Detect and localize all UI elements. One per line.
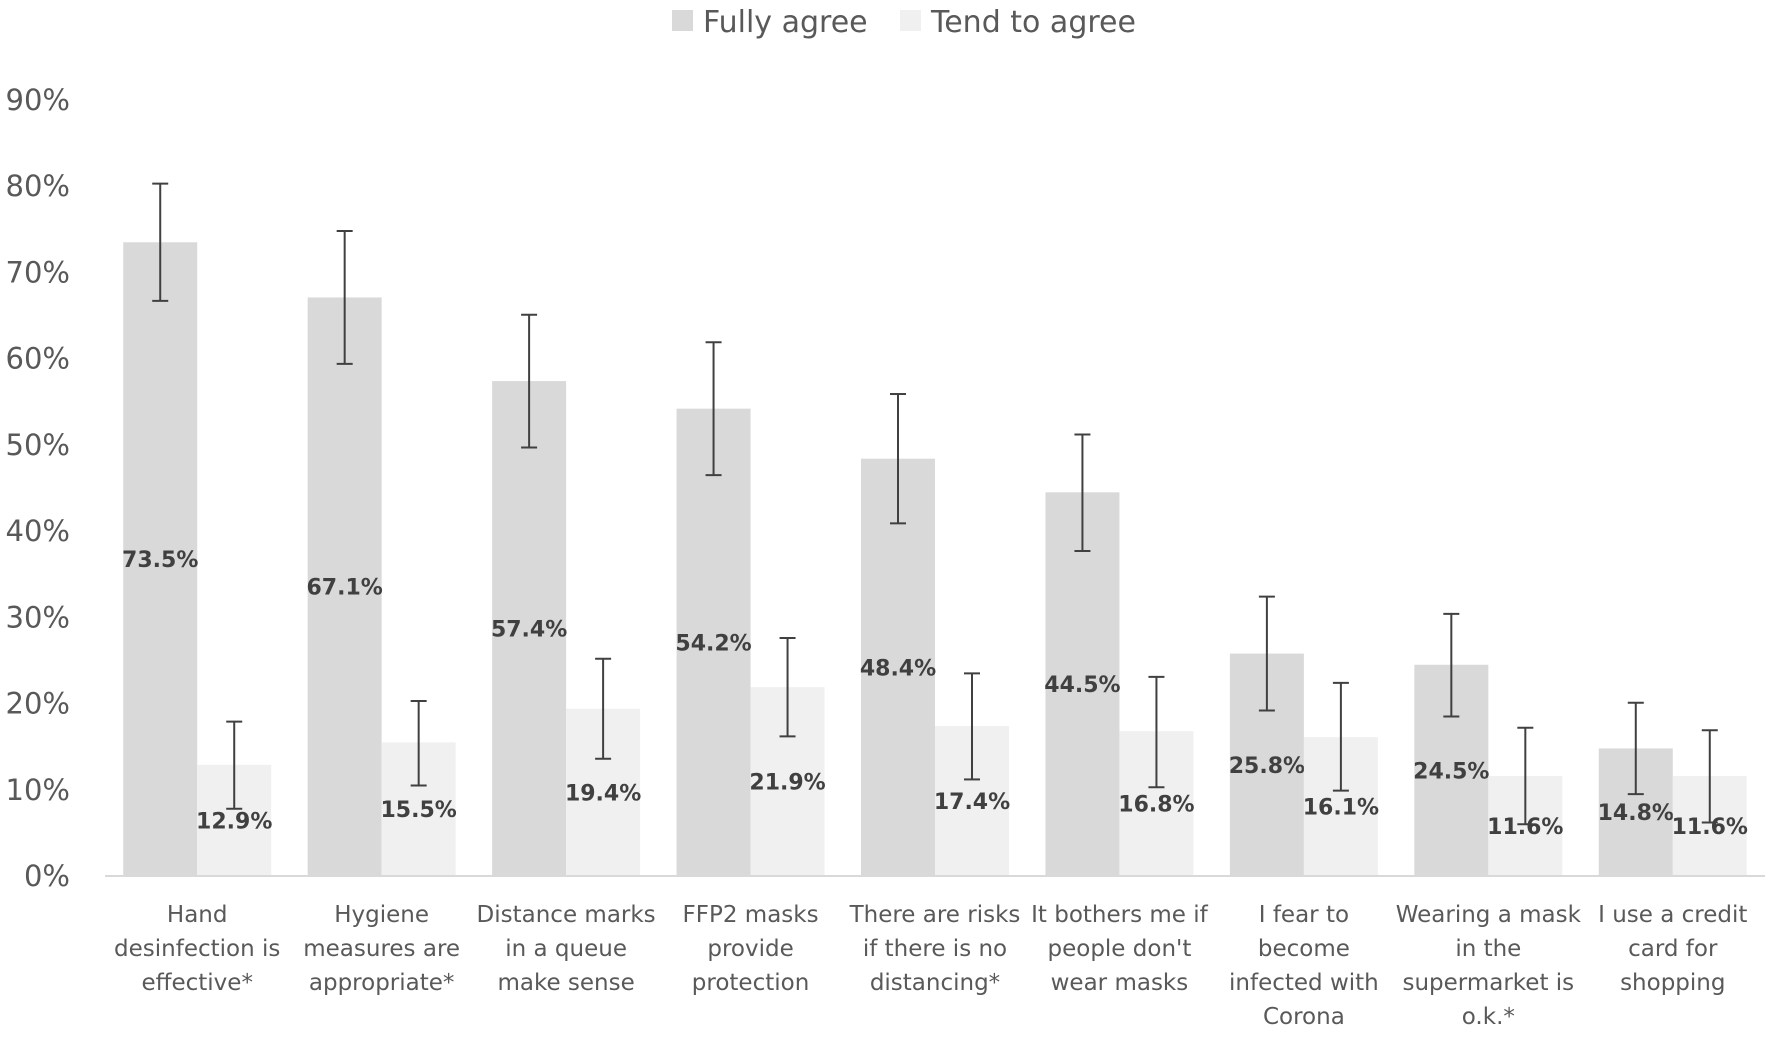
x-category-label-line: provide xyxy=(707,936,793,962)
y-tick-label: 10% xyxy=(6,773,70,807)
x-category-label: Hygiene measures are appropriate* xyxy=(303,902,460,996)
x-category-label-line: shopping xyxy=(1620,970,1725,996)
data-label: 57.4% xyxy=(491,618,567,643)
data-label: 16.1% xyxy=(1303,796,1379,821)
data-label: 48.4% xyxy=(860,656,936,681)
data-label: 25.8% xyxy=(1229,754,1305,779)
y-tick-label: 90% xyxy=(6,83,70,117)
legend-swatch xyxy=(900,10,921,31)
y-tick-label: 30% xyxy=(6,600,70,634)
x-category-label: Hand desinfection is effective* xyxy=(114,902,280,996)
data-label: 67.1% xyxy=(307,576,383,601)
y-tick-label: 70% xyxy=(6,255,70,289)
data-label: 16.8% xyxy=(1118,793,1194,818)
data-label: 54.2% xyxy=(675,631,751,656)
x-category-label-line: Corona xyxy=(1263,1004,1345,1030)
bar-fully-agree xyxy=(1045,492,1120,876)
data-label: 73.5% xyxy=(122,548,198,573)
bar-fully-agree xyxy=(676,408,751,876)
x-category-label: There are risks if there is no distancing* xyxy=(849,902,1021,996)
y-tick-label: 40% xyxy=(6,514,70,548)
bar-fully-agree xyxy=(861,458,935,876)
legend-label: Fully agree xyxy=(703,5,868,40)
x-category-label-line: Wearing a mask xyxy=(1396,902,1582,928)
x-category-label-line: supermarket is xyxy=(1402,970,1574,996)
x-category-label-line: card for xyxy=(1628,936,1718,962)
data-label: 15.5% xyxy=(381,798,457,823)
data-label: 17.4% xyxy=(934,790,1010,815)
y-tick-label: 80% xyxy=(6,169,70,203)
x-category-label-line: protection xyxy=(692,970,810,996)
x-category-label-line: infected with xyxy=(1229,970,1379,996)
bar-fully-agree xyxy=(123,242,198,876)
x-category-label-line: I fear to xyxy=(1259,902,1349,928)
x-category-label: Wearing a mask in the supermarket is o.k.* xyxy=(1396,902,1582,1030)
x-category-label-line: measures are xyxy=(303,936,460,962)
x-category-label-line: There are risks xyxy=(849,902,1021,928)
x-category-label-line: become xyxy=(1258,936,1350,962)
x-category-label-line: Hand xyxy=(167,902,228,928)
x-category-label: It bothers me if people don't wear masks xyxy=(1031,902,1209,996)
x-category-label-line: effective* xyxy=(141,970,252,996)
data-label: 14.8% xyxy=(1598,801,1674,826)
data-label: 21.9% xyxy=(749,771,825,796)
x-category-label-line: o.k.* xyxy=(1462,1004,1515,1030)
data-label: 19.4% xyxy=(565,781,641,806)
bar-fully-agree xyxy=(492,381,567,876)
y-tick-label: 20% xyxy=(6,687,70,721)
x-category-label-line: I use a credit xyxy=(1598,902,1747,928)
x-category-label: I fear to become infected with Corona xyxy=(1229,902,1379,1030)
x-category-label-line: make sense xyxy=(497,970,634,996)
data-label: 11.6% xyxy=(1487,815,1563,840)
x-category-label-line: Hygiene xyxy=(334,902,429,928)
legend-label: Tend to agree xyxy=(930,5,1136,40)
data-label: 11.6% xyxy=(1672,815,1748,840)
x-category-label-line: in a queue xyxy=(505,936,627,962)
x-category-label: Distance marks in a queue make sense xyxy=(477,902,656,996)
bar-fully-agree xyxy=(307,297,382,877)
x-category-label-line: in the xyxy=(1455,936,1521,962)
x-category-label-line: It bothers me if xyxy=(1031,902,1209,928)
x-category-label-line: if there is no xyxy=(863,936,1007,962)
data-label: 24.5% xyxy=(1413,759,1489,784)
y-tick-label: 60% xyxy=(6,342,70,376)
x-category-label-line: Distance marks xyxy=(477,902,656,928)
x-category-label-line: people don't xyxy=(1048,936,1192,962)
x-category-label-line: distancing* xyxy=(870,970,1000,996)
x-category-label: FFP2 masks provide protection xyxy=(683,902,819,996)
x-category-label: I use a credit card for shopping xyxy=(1598,902,1747,996)
data-label: 44.5% xyxy=(1044,673,1120,698)
x-category-label-line: FFP2 masks xyxy=(683,902,819,928)
x-category-label-line: wear masks xyxy=(1051,970,1189,996)
x-category-label-line: appropriate* xyxy=(309,970,455,996)
x-category-label-line: desinfection is xyxy=(114,936,280,962)
y-tick-label: 0% xyxy=(24,859,70,893)
legend-swatch xyxy=(672,10,693,31)
data-label: 12.9% xyxy=(196,809,272,834)
y-tick-label: 50% xyxy=(6,428,70,462)
